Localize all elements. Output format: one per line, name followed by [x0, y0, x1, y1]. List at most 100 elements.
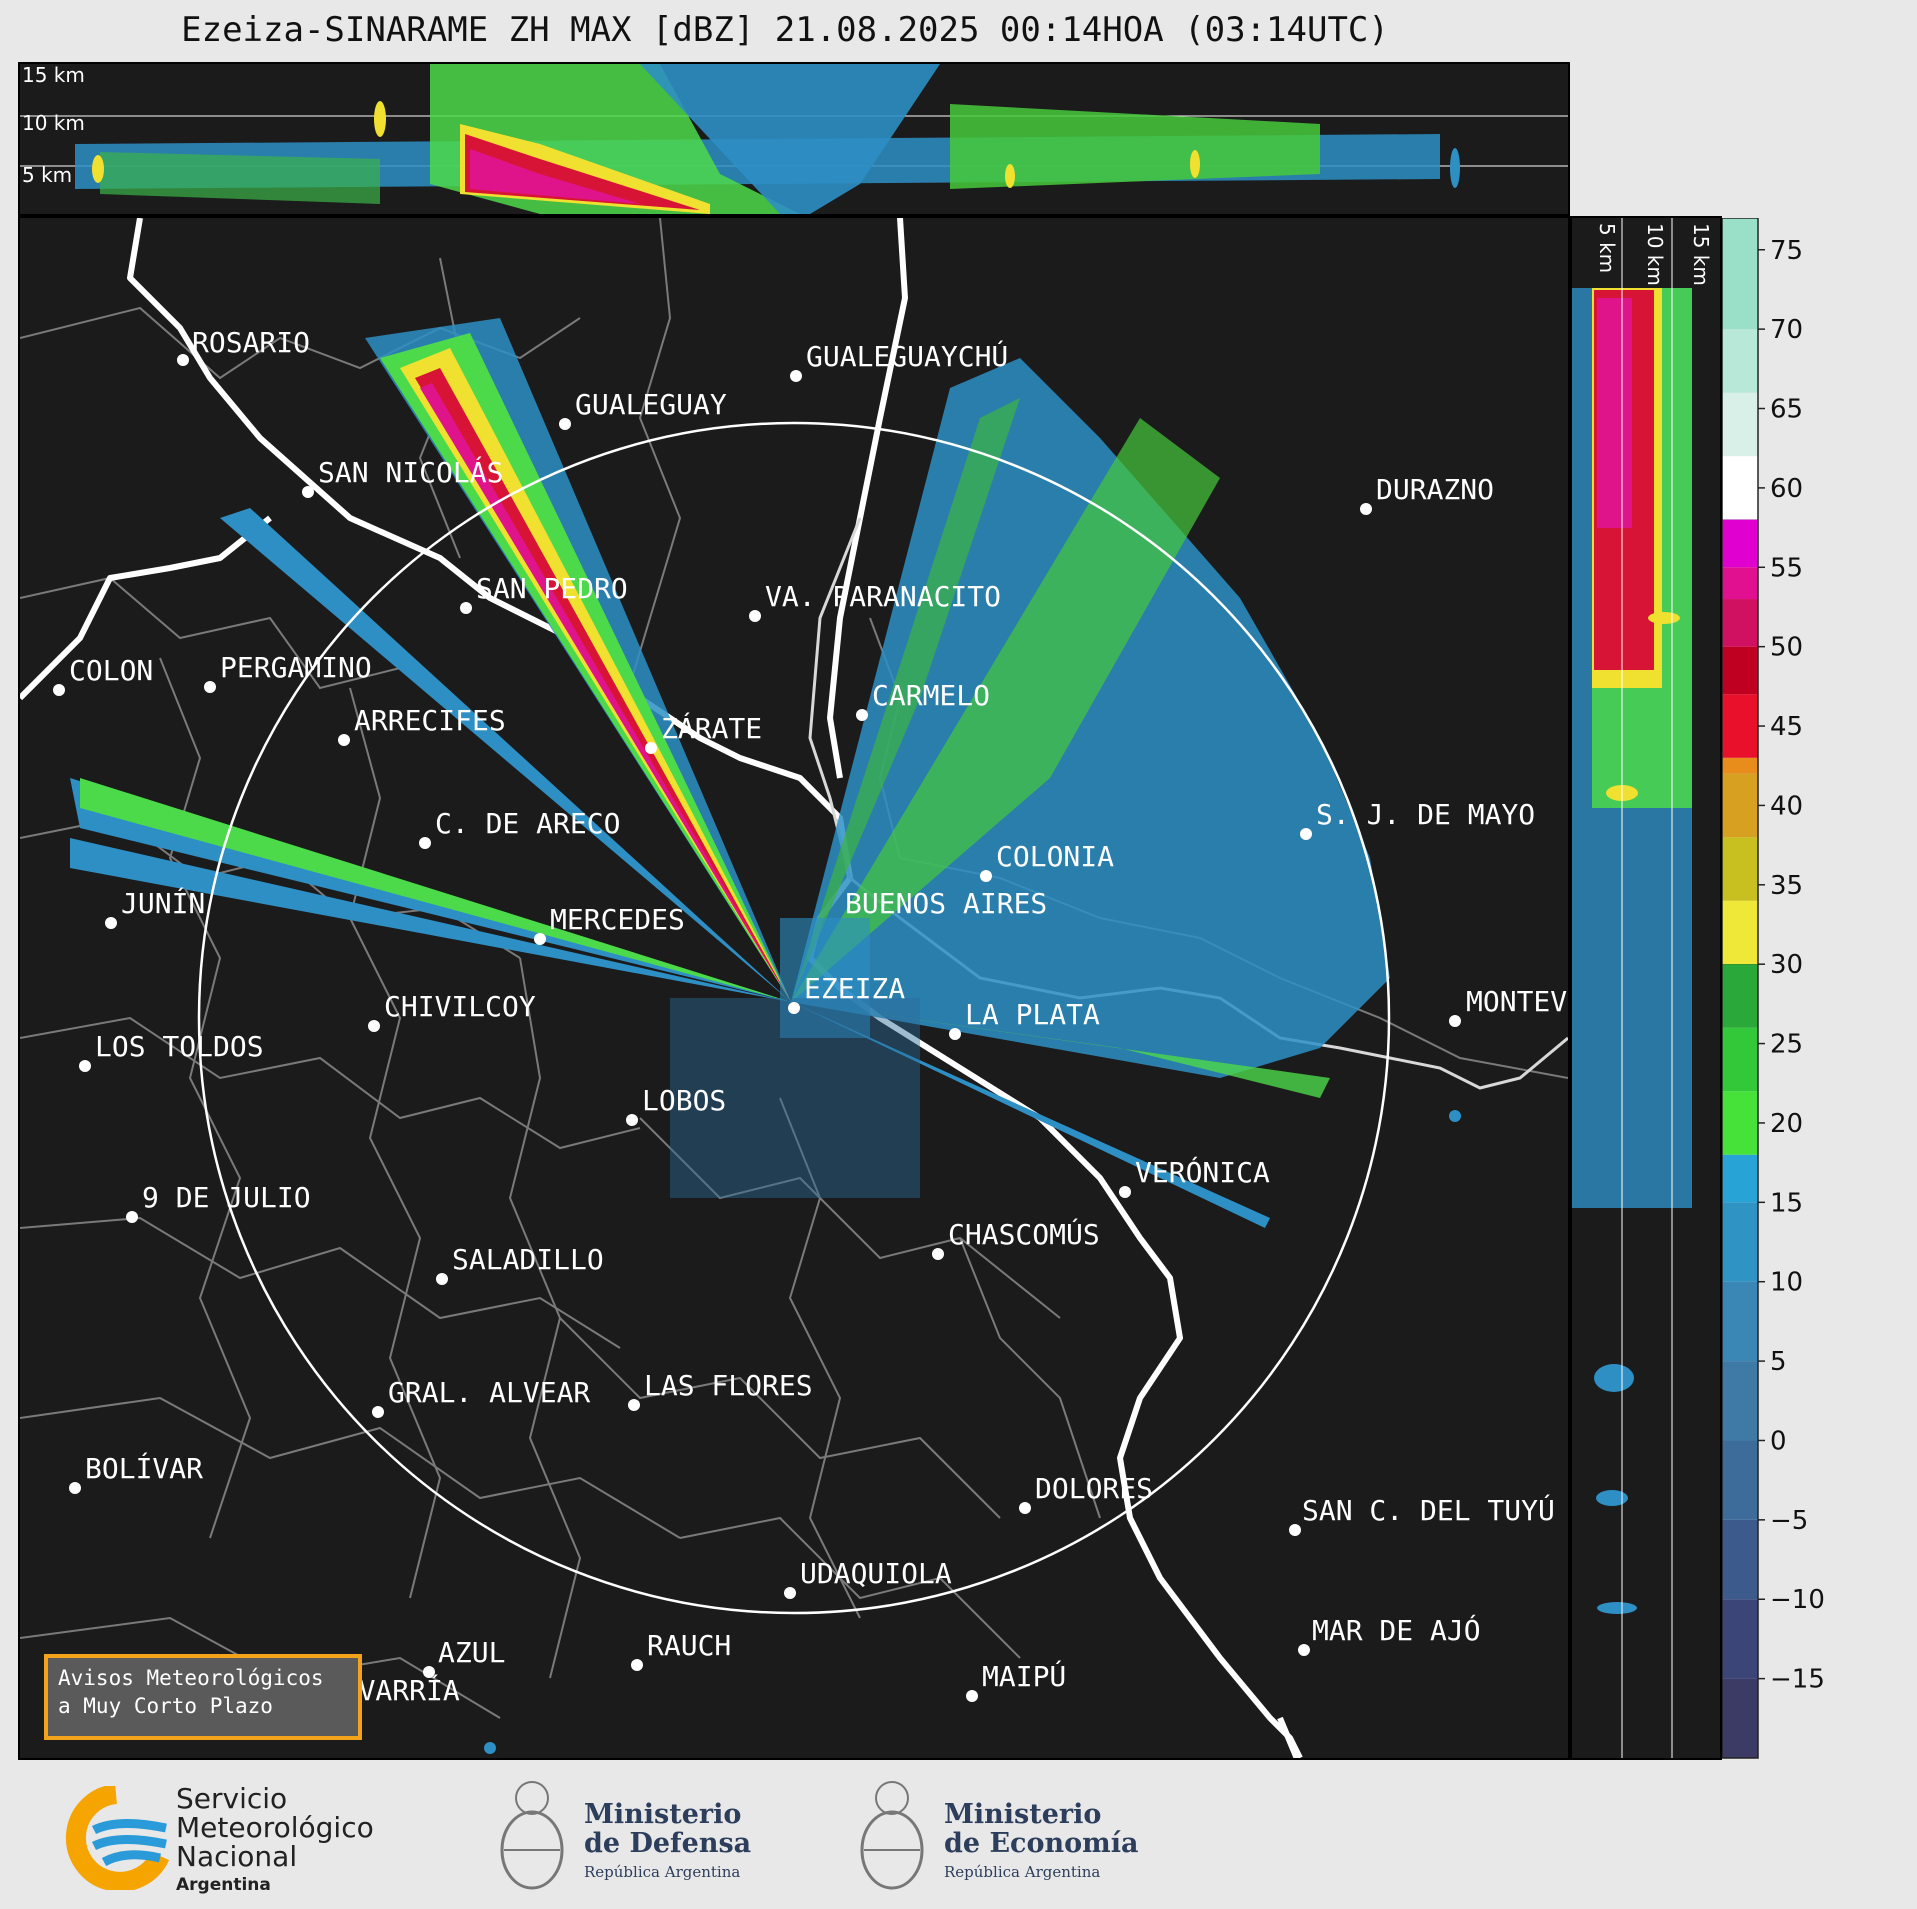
smn-line-3: Nacional — [176, 1840, 298, 1873]
economia-name: Ministerio de Economía República Argenti… — [944, 1800, 1138, 1887]
colorbar-band — [1722, 900, 1758, 965]
economia-line-2: de Economía — [944, 1828, 1139, 1859]
smn-line-4: Argentina — [176, 1875, 271, 1895]
smn-name: Servicio Meteorológico Nacional Argentin… — [176, 1784, 374, 1900]
city-chivilcoy: CHIVILCOY — [384, 990, 536, 1023]
colorbar-band — [1722, 1440, 1758, 1520]
city-c-de-areco: C. DE ARECO — [435, 807, 620, 840]
colorbar-tick-label: −5 — [1770, 1506, 1808, 1536]
city-montevideo: MONTEVIDEO — [1466, 985, 1568, 1018]
colorbar-tick-label: 15 — [1770, 1188, 1803, 1218]
city-colon: COLON — [69, 654, 153, 687]
city-los-toldos: LOS TOLDOS — [95, 1030, 264, 1063]
colorbar-band — [1722, 1361, 1758, 1441]
notice-line-2: a Muy Corto Plazo — [58, 1694, 273, 1718]
city-junin: JUNÍN — [121, 886, 205, 920]
defensa-line-2: de Defensa — [584, 1828, 752, 1859]
radar-map[interactable]: ROSARIO GUALEGUAYCHÚ GUALEGUAY SAN NICOL… — [18, 216, 1570, 1760]
city-labels: ROSARIO GUALEGUAYCHÚ GUALEGUAY SAN NICOL… — [53, 326, 1568, 1716]
coat-of-arms-icon — [860, 1781, 924, 1890]
city-dot — [177, 354, 189, 366]
colorbar-band — [1722, 1281, 1758, 1362]
smn-line-1: Servicio — [176, 1782, 288, 1815]
colorbar-band — [1722, 757, 1758, 774]
city-maipu: MAIPÚ — [982, 1659, 1066, 1693]
city-colonia: COLONIA — [996, 840, 1114, 873]
colorbar-tick-label: 60 — [1770, 474, 1803, 504]
smn-line-2: Meteorológico — [176, 1811, 374, 1844]
city-pergamino: PERGAMINO — [220, 651, 372, 684]
colorbar-tick-label: 30 — [1770, 950, 1803, 980]
city-zarate: ZÁRATE — [661, 711, 762, 745]
colorbar-band — [1722, 218, 1758, 330]
colorbar-band — [1722, 456, 1758, 520]
city-gualeguaychu: GUALEGUAYCHÚ — [806, 339, 1008, 373]
city-rauch: RAUCH — [647, 1629, 731, 1662]
city-san-nicolas: SAN NICOLÁS — [318, 455, 503, 489]
city-va-paranacito: VA. PARANACITO — [765, 580, 1001, 613]
city-azul: AZUL — [438, 1636, 505, 1669]
city-carmelo: CARMELO — [872, 679, 990, 712]
colorbar-bands — [1722, 218, 1758, 1758]
city-dolores: DOLORES — [1035, 1472, 1153, 1505]
defensa-name: Ministerio de Defensa República Argentin… — [584, 1800, 751, 1887]
side-cross-section: 5 km 10 km 15 km — [1570, 216, 1722, 1760]
economia-line-1: Ministerio — [944, 1799, 1102, 1830]
colorbar-tick-label: 5 — [1770, 1347, 1787, 1377]
colorbar-band — [1722, 519, 1758, 520]
colorbar-tick-label: −15 — [1770, 1665, 1825, 1695]
colorbar-tick-label: 65 — [1770, 395, 1803, 425]
colorbar-tick-label: 55 — [1770, 553, 1803, 583]
colorbar-band — [1722, 1154, 1758, 1203]
city-rosario: ROSARIO — [192, 326, 310, 359]
defensa-line-1: Ministerio — [584, 1799, 742, 1830]
colorbar-band — [1722, 964, 1758, 965]
city-san-pedro: SAN PEDRO — [476, 572, 628, 605]
city-lobos: LOBOS — [642, 1084, 726, 1117]
smn-logo — [56, 1786, 176, 1890]
page-title: Ezeiza-SINARAME ZH MAX [dBZ] 21.08.2025 … — [181, 10, 1389, 50]
colorbar-band — [1722, 694, 1758, 758]
colorbar-band — [1722, 1519, 1758, 1600]
colorbar-tick-label: 45 — [1770, 712, 1803, 742]
economia-line-3: República Argentina — [944, 1863, 1101, 1881]
smn-logo-icon — [65, 1786, 170, 1890]
defensa-seal — [494, 1772, 570, 1898]
colorbar-tick-label: 50 — [1770, 633, 1803, 663]
top-alt-label-5: 5 km — [22, 163, 72, 187]
colorbar-band — [1722, 1202, 1758, 1282]
city-buenos-aires: BUENOS AIRES — [845, 887, 1047, 920]
side-alt-label-5: 5 km — [1595, 223, 1619, 273]
colorbar-band — [1722, 329, 1758, 393]
city-9-de-julio: 9 DE JULIO — [142, 1181, 311, 1214]
range-ring — [197, 421, 1391, 1615]
city-las-flores: LAS FLORES — [644, 1369, 813, 1402]
notice-box[interactable]: Avisos Meteorológicos a Muy Corto Plazo — [44, 1654, 362, 1740]
economia-seal — [854, 1772, 930, 1898]
colorbar-band — [1722, 392, 1758, 457]
colorbar-tick-label: 40 — [1770, 791, 1803, 821]
top-alt-label-15: 15 km — [22, 64, 85, 87]
radar-echoes — [70, 318, 1461, 1754]
colorbar-band — [1722, 599, 1758, 647]
city-sj-de-mayo: S. J. DE MAYO — [1316, 798, 1535, 831]
city-bolivar: BOLÍVAR — [85, 1451, 203, 1485]
colorbar-tick-label: 0 — [1770, 1426, 1787, 1456]
colorbar-band — [1722, 1599, 1758, 1679]
side-alt-label-15: 15 km — [1689, 223, 1713, 286]
colorbar-band — [1722, 1091, 1758, 1155]
city-saladillo: SALADILLO — [452, 1243, 604, 1276]
colorbar-tick-label: 10 — [1770, 1268, 1803, 1298]
city-gral-alvear: GRAL. ALVEAR — [388, 1376, 590, 1409]
city-arrecifes: ARRECIFES — [354, 704, 506, 737]
colorbar-tick-label: 75 — [1770, 236, 1803, 266]
colorbar-band — [1722, 567, 1758, 600]
colorbar-band — [1722, 519, 1758, 568]
city-udaquiola: UDAQUIOLA — [800, 1557, 952, 1590]
city-durazno: DURAZNO — [1376, 473, 1494, 506]
admin-borders — [20, 218, 1568, 1719]
city-mar-de-ajo: MAR DE AJÓ — [1312, 1613, 1481, 1647]
city-san-c-del-tuyu: SAN C. DEL TUYÚ — [1302, 1493, 1555, 1527]
